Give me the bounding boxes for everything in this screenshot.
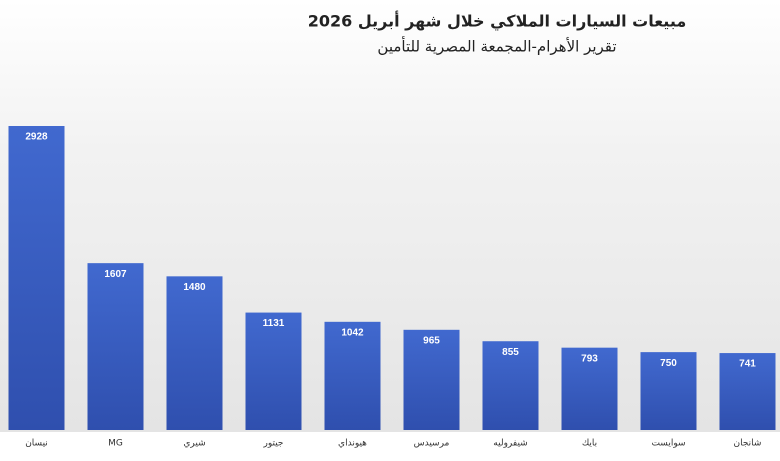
value-label: 965: [423, 335, 440, 346]
bar: [640, 352, 697, 430]
chart-subtitle: تقرير الأهرام-المجمعة المصرية للتأمين: [377, 36, 616, 56]
bar: [561, 347, 618, 430]
x-tick-label: هيونداي: [338, 439, 367, 449]
value-label: 1480: [183, 282, 206, 293]
x-tick-label: سوايست: [651, 439, 685, 449]
value-label: 1042: [341, 327, 364, 338]
x-tick-label: نيسان: [25, 439, 48, 449]
value-label: 1131: [263, 318, 285, 329]
x-tick-label: شيري: [183, 439, 205, 449]
bar: [324, 321, 381, 430]
x-tick-label: MG: [108, 439, 123, 449]
value-label: 750: [660, 358, 677, 369]
x-tick-label: شانجان: [734, 439, 762, 449]
value-label: 2928: [25, 132, 48, 143]
bar: [403, 329, 460, 430]
bar: [245, 312, 302, 430]
chart-title: مبيعات السيارات الملاكي خلال شهر أبريل 2…: [308, 11, 687, 32]
bar: [719, 353, 776, 430]
x-tick-label: جيتور: [263, 439, 284, 449]
value-label: 741: [739, 359, 756, 370]
x-tick-label: مرسيدس: [414, 439, 450, 449]
x-tick-label: شيفروليه: [493, 439, 527, 449]
bar: [8, 126, 65, 430]
x-tick-label: بايك: [582, 439, 597, 449]
bar: [166, 276, 223, 430]
bar: [482, 341, 539, 430]
value-label: 855: [502, 347, 519, 358]
value-label: 793: [581, 353, 598, 364]
bar: [87, 263, 144, 430]
value-label: 1607: [104, 269, 127, 280]
